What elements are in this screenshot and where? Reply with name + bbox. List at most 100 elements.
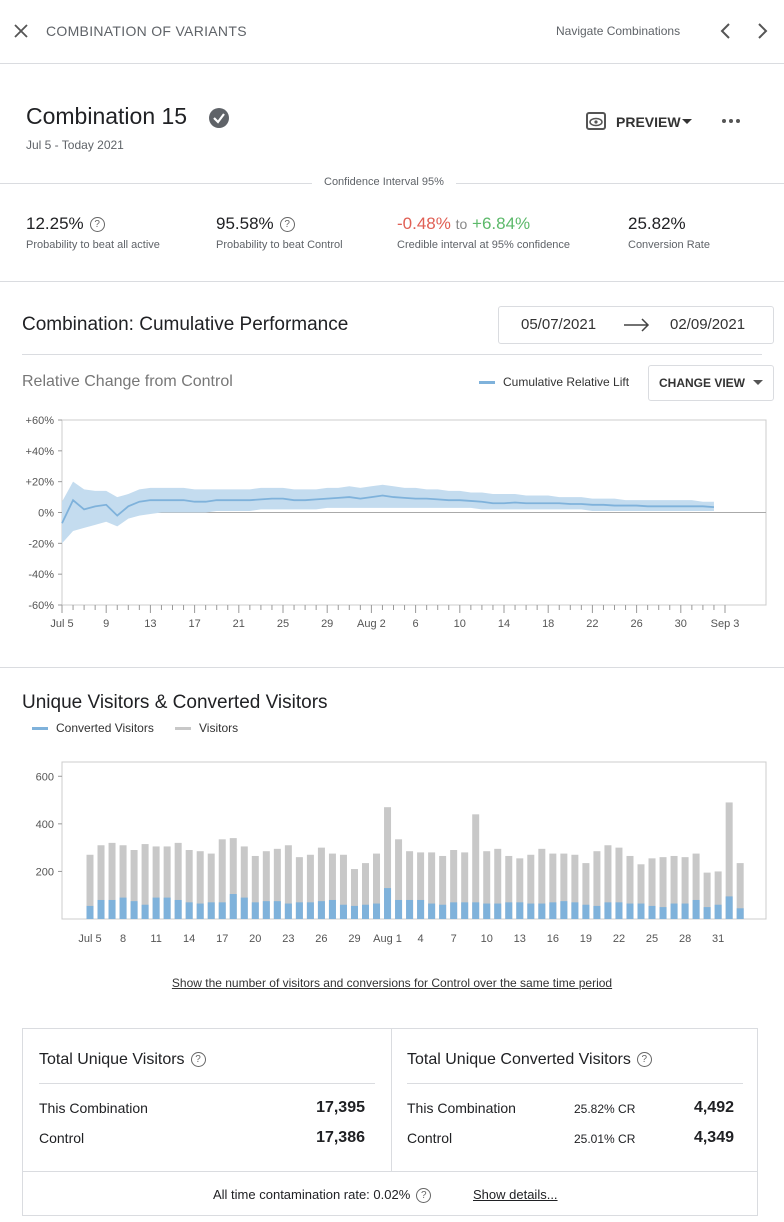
bar <box>207 902 215 919</box>
bar <box>174 842 182 919</box>
date-range[interactable]: 05/07/2021 02/09/2021 <box>498 306 774 344</box>
chart-title: Unique Visitors & Converted Visitors <box>22 692 328 713</box>
bar <box>141 844 149 919</box>
bar <box>185 902 193 919</box>
x-tick-label: 25 <box>277 618 289 630</box>
bar <box>163 846 171 919</box>
bar <box>615 902 623 919</box>
help-icon[interactable]: ? <box>416 1188 432 1204</box>
bar <box>681 903 689 919</box>
combination-name: Combination 15 <box>26 103 188 129</box>
confidence-label: Confidence Interval 95% <box>312 176 456 188</box>
x-tick-label: 6 <box>413 618 419 630</box>
legend-label: Cumulative Relative Lift <box>503 375 630 389</box>
help-icon[interactable]: ? <box>279 217 295 233</box>
bar <box>670 855 678 919</box>
row-label: Control <box>407 1130 453 1146</box>
bar <box>505 855 513 919</box>
bar <box>196 903 204 919</box>
bar <box>527 854 535 919</box>
bar <box>483 903 491 919</box>
more-icon[interactable] <box>721 117 741 125</box>
y-tick-label: 0% <box>38 508 54 520</box>
bar <box>417 899 425 919</box>
bar <box>714 871 722 919</box>
bar <box>273 848 281 919</box>
x-tick-label: 30 <box>675 618 687 630</box>
bar <box>328 853 336 919</box>
legend-swatch <box>175 727 191 730</box>
totals-title: Total Unique Converted Visitors? <box>407 1051 652 1069</box>
bar <box>714 904 722 919</box>
bar <box>439 855 447 919</box>
x-tick-label: 17 <box>216 933 228 945</box>
row-label: This Combination <box>407 1100 516 1116</box>
row-value: 17,386 <box>316 1129 365 1146</box>
bar <box>108 899 116 919</box>
interval: -0.48% to +6.84% <box>397 214 530 234</box>
lift-line <box>61 494 715 524</box>
help-icon[interactable]: ? <box>190 1052 206 1068</box>
bar <box>295 902 303 919</box>
metric-value: 95.58%? <box>216 214 295 234</box>
bar <box>593 851 601 919</box>
divider <box>39 1083 375 1084</box>
bar <box>450 902 458 919</box>
next-icon[interactable] <box>754 22 770 40</box>
bar <box>472 902 480 919</box>
x-tick-label: Aug 1 <box>373 933 402 945</box>
preview-button[interactable]: PREVIEW <box>616 114 681 130</box>
details-link[interactable]: Show details... <box>473 1187 558 1202</box>
bar <box>240 897 248 919</box>
x-tick-label: 23 <box>282 933 294 945</box>
totals-card: Total Unique Visitors? This Combination … <box>22 1028 758 1216</box>
bar <box>362 863 369 919</box>
bar <box>505 902 513 919</box>
bar <box>350 869 358 919</box>
interval-high: +6.84% <box>472 214 531 233</box>
close-icon[interactable] <box>13 23 29 39</box>
x-tick-label: Aug 2 <box>357 618 386 630</box>
bar <box>593 905 601 919</box>
bar <box>725 896 733 919</box>
bar <box>284 845 292 919</box>
totals-title: Total Unique Visitors <box>39 1051 185 1068</box>
bar <box>174 899 182 919</box>
x-tick-label: 22 <box>586 618 598 630</box>
bar <box>185 850 193 919</box>
x-tick-label: 14 <box>183 933 195 945</box>
bar <box>306 902 314 919</box>
control-link[interactable]: Show the number of visitors and conversi… <box>171 976 613 990</box>
help-icon[interactable]: ? <box>636 1052 652 1068</box>
bar <box>406 851 414 919</box>
divider <box>23 1171 757 1172</box>
x-tick-label: 26 <box>630 618 642 630</box>
x-tick-label: 20 <box>249 933 261 945</box>
prev-icon[interactable] <box>718 22 734 40</box>
bar <box>428 852 436 919</box>
bar <box>295 857 303 919</box>
y-tick-label: -60% <box>28 600 54 612</box>
bar <box>428 903 436 919</box>
metric-value: 12.25%? <box>26 214 105 234</box>
x-tick-label: 10 <box>481 933 493 945</box>
change-view-button[interactable]: CHANGE VIEW <box>648 365 774 401</box>
bar <box>659 857 667 919</box>
bar <box>659 907 667 919</box>
preview-icon[interactable] <box>586 112 606 130</box>
help-icon[interactable]: ? <box>89 217 105 233</box>
bar <box>615 847 623 919</box>
x-tick-label: 22 <box>613 933 625 945</box>
bar <box>306 854 314 919</box>
bar <box>648 858 656 919</box>
x-tick-label: 18 <box>542 618 554 630</box>
bar <box>218 839 226 919</box>
y-tick-label: -40% <box>28 569 54 581</box>
bar <box>328 899 336 919</box>
x-tick-label: 31 <box>712 933 724 945</box>
bar <box>516 858 524 919</box>
bar <box>229 838 237 919</box>
bar <box>362 904 369 919</box>
totals-title: Total Unique Visitors? <box>39 1051 206 1069</box>
legend-swatch <box>32 727 48 730</box>
